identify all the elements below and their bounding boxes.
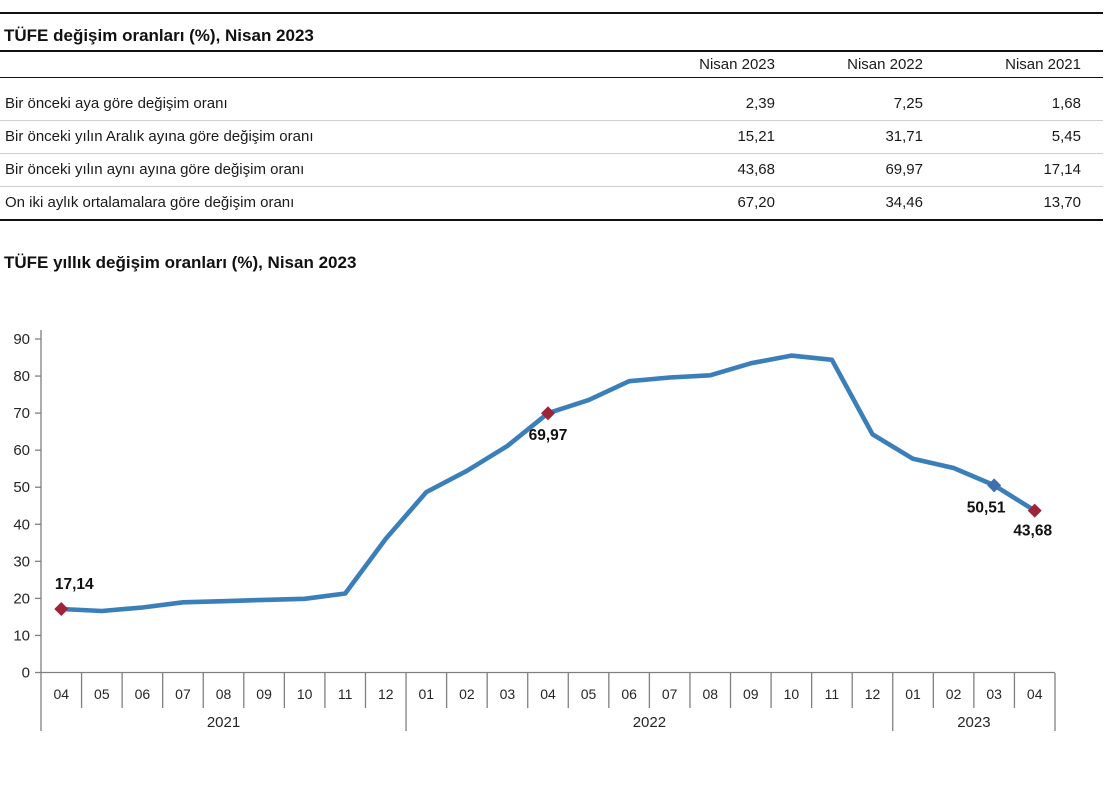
cell-value: 7,25 <box>893 95 923 112</box>
cell-value: 15,21 <box>737 128 775 145</box>
x-month-label: 11 <box>338 686 353 702</box>
table-top-rule <box>0 12 1103 14</box>
table-title: TÜFE değişim oranları (%), Nisan 2023 <box>4 26 314 45</box>
y-tick-label: 70 <box>13 405 30 422</box>
x-month-label: 06 <box>621 686 637 702</box>
chart-title: TÜFE yıllık değişim oranları (%), Nisan … <box>4 253 357 272</box>
diamond-marker <box>541 406 555 421</box>
x-year-label: 2022 <box>633 714 666 731</box>
x-month-label: 09 <box>256 686 272 702</box>
y-tick-label: 10 <box>13 627 30 644</box>
diamond-marker <box>54 601 69 616</box>
y-tick-label: 20 <box>13 590 30 607</box>
y-tick-label: 40 <box>13 516 30 533</box>
cell-value: 31,71 <box>885 128 923 145</box>
x-month-label: 02 <box>946 686 962 702</box>
row-label: Bir önceki yılın aynı ayına göre değişim… <box>5 161 305 178</box>
table-row: Bir önceki yılın Aralık ayına göre değiş… <box>0 121 1103 154</box>
x-month-label: 12 <box>378 686 394 702</box>
x-month-label: 06 <box>135 686 151 702</box>
column-header-nisan-2022: Nisan 2022 <box>847 56 923 73</box>
cell-value: 13,70 <box>1043 194 1081 211</box>
x-year-label: 2023 <box>957 714 990 731</box>
y-tick-label: 60 <box>13 442 30 459</box>
x-month-label: 01 <box>419 686 435 702</box>
x-month-label: 04 <box>540 686 556 702</box>
cell-value: 34,46 <box>885 194 923 211</box>
y-tick-label: 0 <box>22 665 30 682</box>
x-month-label: 02 <box>459 686 475 702</box>
table-row: Bir önceki yılın aynı ayına göre değişim… <box>0 154 1103 187</box>
x-month-label: 05 <box>581 686 597 702</box>
cell-value: 67,20 <box>737 194 775 211</box>
x-month-label: 03 <box>986 686 1002 702</box>
row-label: Bir önceki aya göre değişim oranı <box>5 95 228 112</box>
data-label: 43,68 <box>1013 523 1052 540</box>
table-bottom-rule <box>0 219 1103 221</box>
x-month-label: 01 <box>905 686 921 702</box>
x-month-label: 10 <box>784 686 800 702</box>
cell-value: 1,68 <box>1051 95 1081 112</box>
x-year-label: 2021 <box>207 714 240 731</box>
column-header-nisan-2021: Nisan 2021 <box>1005 56 1081 73</box>
y-tick-label: 80 <box>13 368 30 385</box>
x-month-label: 10 <box>297 686 313 702</box>
x-month-label: 11 <box>825 686 840 702</box>
x-month-label: 03 <box>500 686 516 702</box>
y-tick-label: 50 <box>13 479 30 496</box>
table-header-rule <box>0 77 1103 78</box>
series-line <box>58 353 1037 614</box>
x-month-label: 09 <box>743 686 759 702</box>
table-row: On iki aylık ortalamalara göre değişim o… <box>0 187 1103 219</box>
cell-value: 69,97 <box>885 161 923 178</box>
x-month-label: 12 <box>865 686 881 702</box>
data-label: 69,97 <box>529 427 568 444</box>
column-header-nisan-2023: Nisan 2023 <box>699 56 775 73</box>
data-label: 50,51 <box>967 499 1006 516</box>
diamond-marker <box>987 478 1002 493</box>
x-month-label: 04 <box>53 686 69 702</box>
x-month-label: 05 <box>94 686 110 702</box>
row-label: On iki aylık ortalamalara göre değişim o… <box>5 194 295 211</box>
cell-value: 17,14 <box>1043 161 1081 178</box>
x-month-label: 08 <box>216 686 232 702</box>
row-label: Bir önceki yılın Aralık ayına göre değiş… <box>5 128 314 145</box>
y-tick-label: 30 <box>13 553 30 570</box>
cell-value: 5,45 <box>1051 128 1081 145</box>
x-month-label: 07 <box>662 686 678 702</box>
cell-value: 43,68 <box>737 161 775 178</box>
x-month-label: 08 <box>702 686 718 702</box>
table-row: Bir önceki aya göre değişim oranı 2,39 7… <box>0 88 1103 121</box>
diamond-marker <box>1027 503 1042 518</box>
cell-value: 2,39 <box>745 95 775 112</box>
x-month-label: 04 <box>1027 686 1043 702</box>
x-month-label: 07 <box>175 686 191 702</box>
y-tick-label: 90 <box>13 331 30 348</box>
data-label: 17,14 <box>55 576 94 593</box>
table-title-rule <box>0 50 1103 52</box>
